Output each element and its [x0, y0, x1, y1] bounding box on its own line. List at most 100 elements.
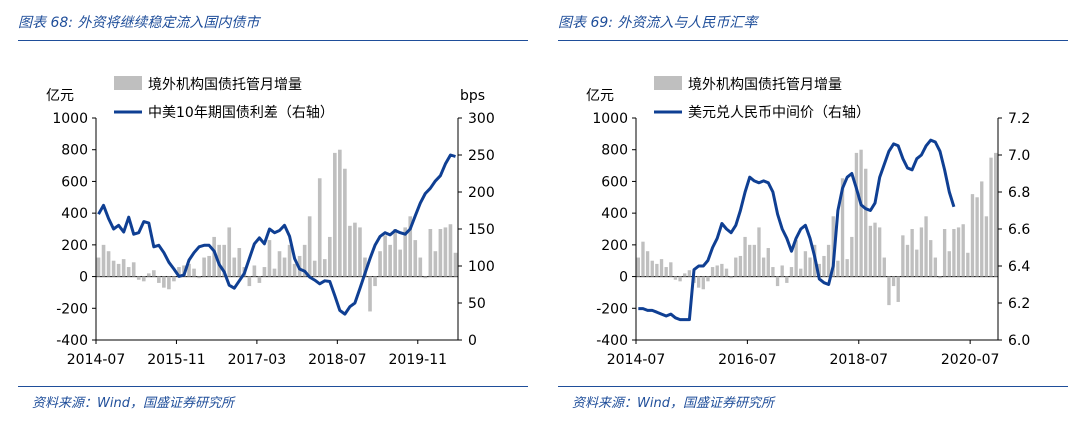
bar — [272, 268, 277, 277]
bar — [101, 244, 106, 277]
bar — [141, 276, 146, 282]
right-tick-label: 7.0 — [1008, 148, 1030, 164]
bar — [96, 257, 101, 277]
bar — [650, 260, 654, 277]
legend-bar-label: 境外机构国债托管月增量 — [688, 77, 842, 93]
bar — [785, 276, 789, 283]
bar — [167, 276, 171, 290]
bar — [227, 227, 232, 277]
chart-caption: 图表 68: 外资将继续稳定流入国内债市 — [18, 15, 260, 31]
bar — [131, 262, 136, 277]
bar — [873, 222, 877, 277]
bar — [803, 251, 808, 277]
bond-inflow-vs-spread-chart: -400 -200 0 200 400 600 800 1000 0 50 100 150 200 250… — [46, 76, 495, 368]
bar — [887, 276, 891, 306]
bar — [952, 229, 956, 277]
bar — [678, 276, 682, 282]
bar — [322, 259, 327, 277]
bar — [177, 267, 181, 277]
right-tick-label: 300 — [468, 111, 495, 127]
bar — [413, 240, 418, 277]
left-tick-label: 600 — [601, 174, 628, 190]
bar — [363, 257, 367, 277]
bar — [267, 240, 272, 277]
bar — [187, 263, 191, 277]
bar — [327, 236, 332, 277]
bar — [891, 276, 896, 287]
bar — [961, 224, 965, 277]
bar — [106, 251, 111, 277]
bar — [418, 257, 423, 277]
bar — [905, 244, 910, 277]
left-axis-unit: 亿元 — [586, 88, 614, 104]
bar — [292, 263, 297, 277]
legend-bar-swatch — [654, 76, 682, 90]
left-tick-label: 200 — [61, 238, 88, 254]
x-tick-label: 2018-07 — [308, 352, 367, 368]
bar — [980, 181, 984, 277]
bar — [924, 216, 928, 277]
bar — [724, 268, 729, 277]
bar — [393, 229, 397, 277]
bar — [645, 251, 650, 277]
chart-caption: 图表 69: 外资流入与人民币汇率 — [558, 15, 758, 31]
bar — [428, 229, 433, 277]
bar — [383, 235, 387, 277]
bar — [237, 248, 242, 277]
bar — [836, 260, 840, 277]
bar — [738, 255, 743, 277]
bar — [398, 249, 402, 277]
bar — [826, 244, 831, 277]
left-tick-label: 0 — [79, 270, 88, 286]
bar — [687, 270, 692, 277]
bar — [312, 260, 317, 277]
right-tick-label: 250 — [468, 148, 495, 164]
left-tick-label: 800 — [61, 143, 88, 159]
bar — [956, 227, 961, 277]
bar — [207, 255, 211, 277]
bar — [919, 227, 924, 277]
bar — [808, 257, 812, 277]
legend-bar-label: 境外机构国债托管月增量 — [148, 77, 302, 93]
bar — [854, 152, 859, 277]
legend-bar-swatch — [114, 76, 142, 90]
bar — [831, 216, 835, 277]
left-tick-label: 400 — [61, 206, 88, 222]
bar — [172, 276, 176, 282]
bar — [433, 251, 438, 277]
bar — [817, 263, 821, 277]
bar — [794, 240, 798, 277]
bar — [438, 229, 443, 277]
left-tick-label: -400 — [56, 333, 88, 349]
bar — [864, 168, 868, 277]
x-tick-label: 2017-03 — [228, 352, 287, 368]
bar — [388, 244, 392, 277]
bar — [655, 263, 659, 277]
bar — [766, 248, 770, 277]
left-tick-label: 1000 — [52, 111, 88, 127]
source-note: 资料来源：Wind，国盛证券研究所 — [32, 396, 234, 411]
bar — [358, 227, 362, 277]
right-tick-label: 100 — [468, 259, 495, 275]
bar — [989, 157, 993, 277]
legend-line-label: 美元兑人民币中间价（右轴） — [688, 105, 870, 121]
bar — [757, 227, 761, 277]
bar — [729, 276, 733, 279]
bar — [822, 255, 826, 277]
right-tick-label: 150 — [468, 222, 495, 238]
bar — [673, 276, 678, 280]
bar — [247, 276, 252, 287]
x-tick-label: 2016-07 — [718, 352, 777, 368]
x-tick-label: 2019-11 — [389, 352, 448, 368]
bar — [929, 240, 933, 277]
right-tick-label: 6.0 — [1008, 333, 1030, 349]
x-tick-label: 2018-07 — [830, 352, 889, 368]
bar — [146, 273, 151, 277]
series-line — [97, 153, 456, 316]
left-tick-label: 800 — [601, 143, 628, 159]
series-line — [638, 138, 956, 322]
right-tick-label: 200 — [468, 185, 495, 201]
chart-panel-right: 图表 69: 外资流入与人民币汇率 -400 -200 0 200 400 600 800 1… — [558, 0, 1078, 424]
bar — [282, 257, 287, 277]
bar — [877, 227, 882, 277]
